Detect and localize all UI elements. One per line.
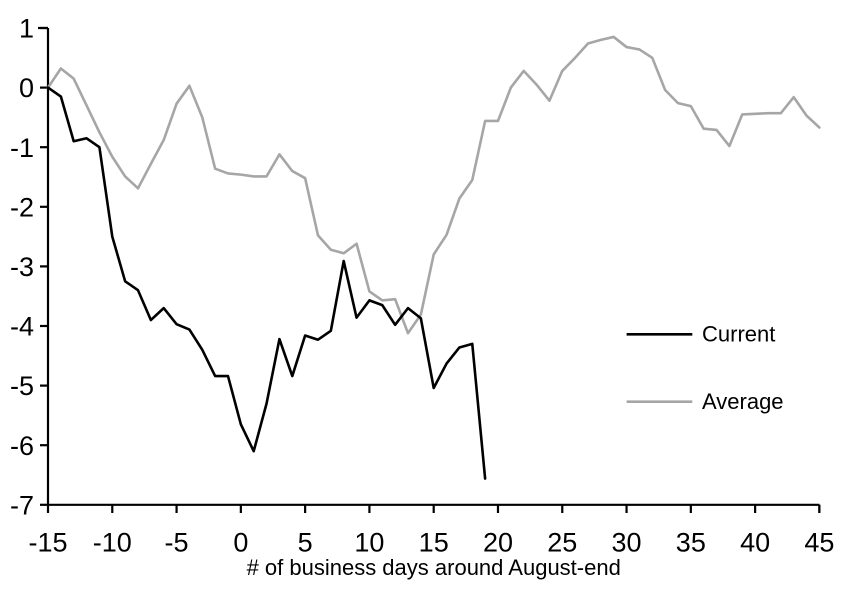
svg-text:Average: Average [702, 389, 784, 414]
svg-text:20: 20 [483, 527, 513, 557]
svg-text:40: 40 [740, 527, 770, 557]
svg-text:-1: -1 [10, 133, 34, 163]
svg-text:35: 35 [676, 527, 706, 557]
svg-text:5: 5 [298, 527, 313, 557]
svg-text:-3: -3 [10, 252, 34, 282]
svg-text:25: 25 [547, 527, 577, 557]
svg-text:-5: -5 [165, 527, 189, 557]
svg-text:-10: -10 [93, 527, 132, 557]
svg-text:45: 45 [804, 527, 834, 557]
svg-text:1: 1 [19, 14, 34, 44]
svg-text:Current: Current [702, 322, 775, 347]
svg-text:-2: -2 [10, 192, 34, 222]
svg-text:-4: -4 [10, 312, 34, 342]
svg-text:# of business days around Augu: # of business days around August-end [247, 555, 621, 580]
svg-text:0: 0 [233, 527, 248, 557]
svg-text:-7: -7 [10, 490, 34, 520]
svg-text:30: 30 [612, 527, 642, 557]
svg-text:-15: -15 [28, 527, 67, 557]
svg-text:15: 15 [419, 527, 449, 557]
svg-text:10: 10 [354, 527, 384, 557]
svg-text:-6: -6 [10, 431, 34, 461]
svg-text:0: 0 [19, 73, 34, 103]
svg-text:-5: -5 [10, 371, 34, 401]
